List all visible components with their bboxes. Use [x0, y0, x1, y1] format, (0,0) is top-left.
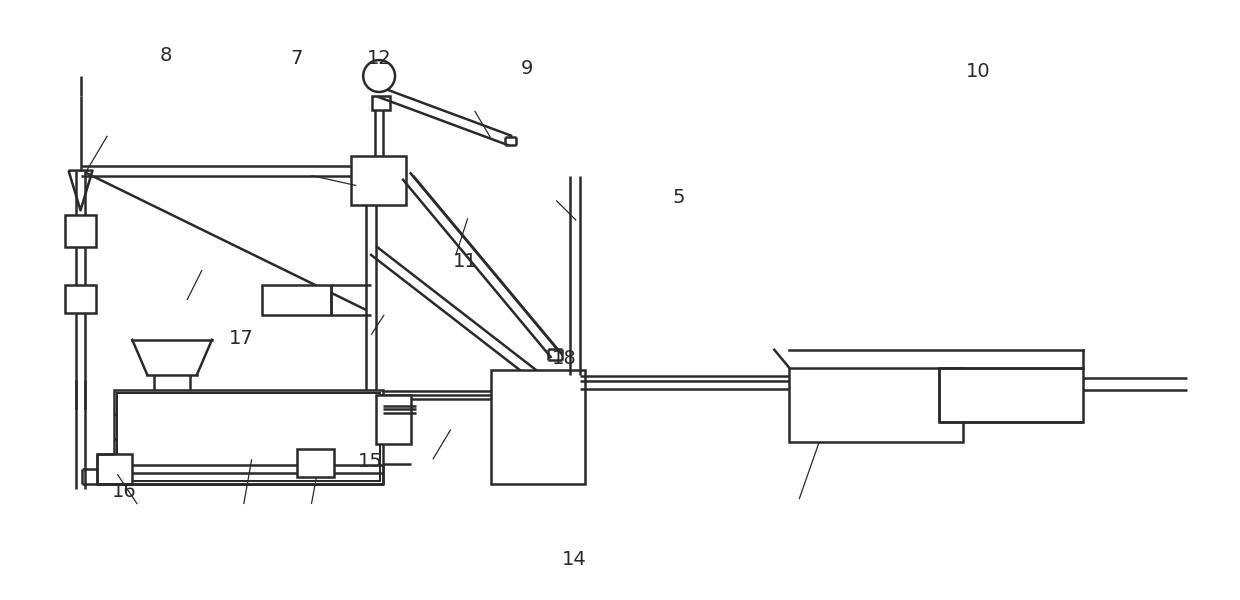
Text: 14: 14 [562, 550, 587, 569]
Text: 12: 12 [367, 49, 392, 68]
Bar [789, 368, 963, 442]
Circle shape [363, 60, 396, 92]
Bar [262, 285, 331, 315]
Text: 15: 15 [358, 452, 383, 471]
Text: 5: 5 [673, 188, 686, 207]
Bar [939, 368, 1083, 422]
Bar [372, 96, 391, 110]
Bar [114, 389, 383, 484]
Bar [491, 370, 585, 484]
Text: 7: 7 [290, 49, 303, 68]
Text: 10: 10 [966, 62, 991, 82]
Bar [118, 392, 381, 481]
Text: 18: 18 [552, 349, 577, 368]
Bar [376, 395, 410, 445]
Text: 8: 8 [160, 46, 172, 65]
Text: 16: 16 [112, 482, 136, 500]
Bar [98, 454, 133, 484]
Text: 9: 9 [521, 59, 533, 78]
Bar [64, 215, 97, 247]
Bar [296, 449, 335, 477]
Text: 11: 11 [454, 251, 479, 271]
Bar [351, 155, 405, 205]
Bar [64, 285, 97, 313]
Text: 17: 17 [228, 329, 253, 349]
